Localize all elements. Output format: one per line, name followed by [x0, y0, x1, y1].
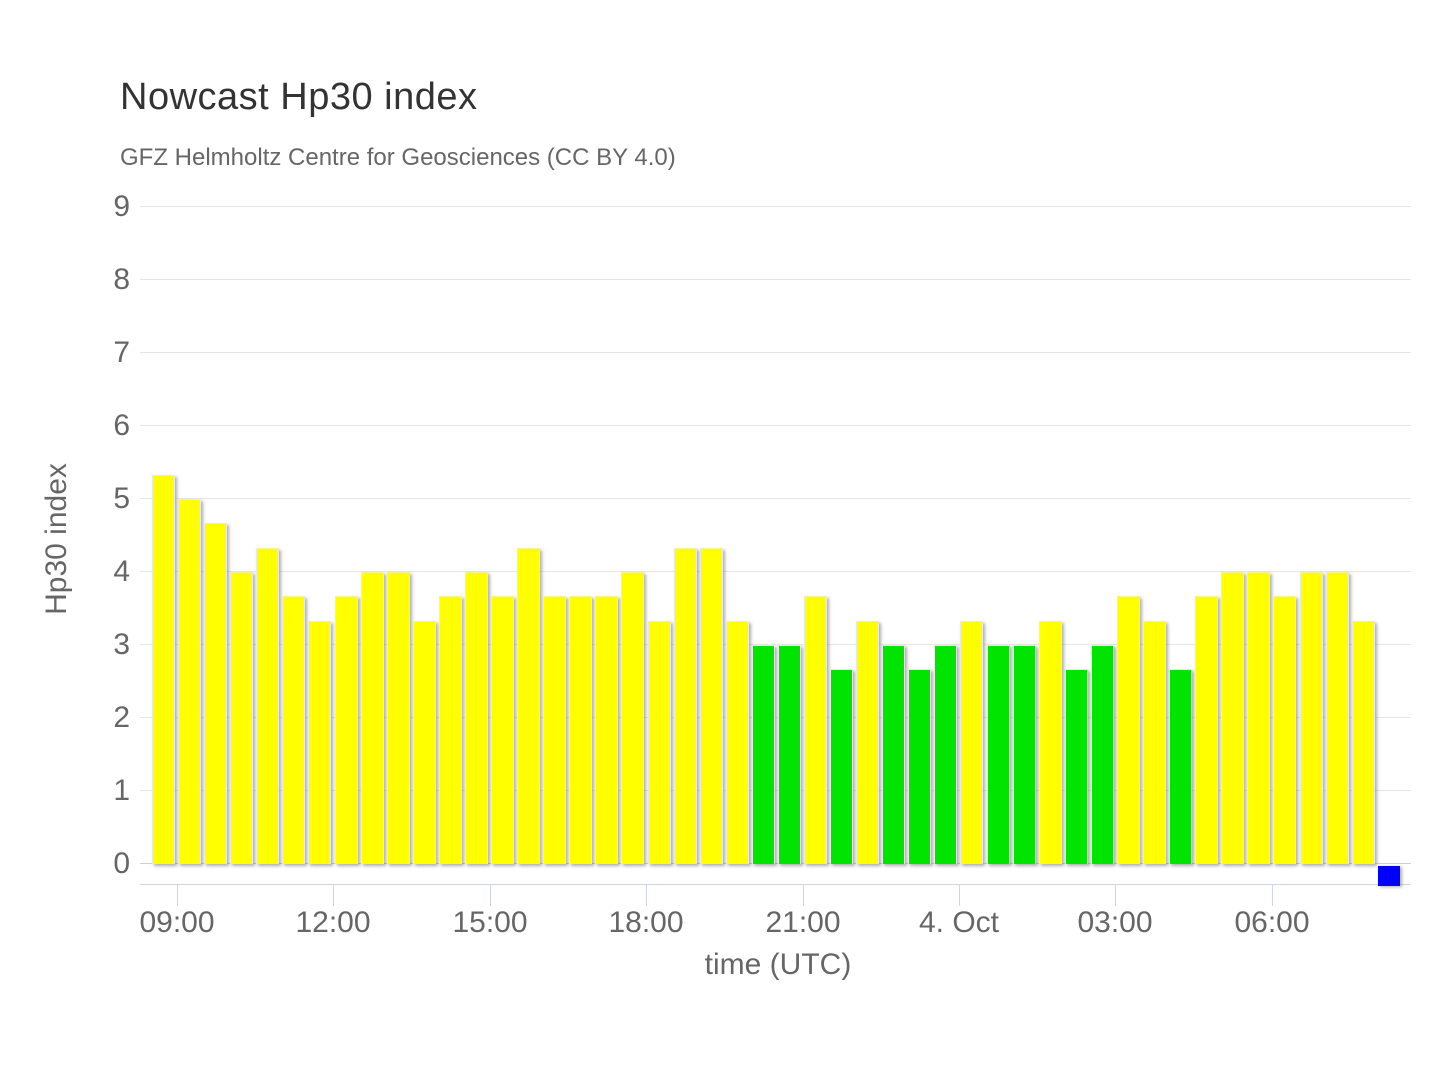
gridline-y4 — [140, 571, 1411, 572]
hp30-bar[interactable] — [856, 621, 880, 864]
hp30-bar[interactable] — [152, 475, 175, 864]
chart-subtitle: GFZ Helmholtz Centre for Geosciences (CC… — [120, 144, 676, 171]
x-axis-tick — [177, 885, 178, 906]
hp30-bar[interactable] — [1247, 572, 1271, 864]
y-axis-tick-label: 5 — [113, 482, 130, 515]
hp30-bar[interactable] — [1299, 572, 1323, 864]
y-axis-tick-label: 0 — [113, 847, 130, 880]
hp30-bar[interactable] — [804, 596, 827, 864]
hp30-bar[interactable] — [960, 621, 984, 864]
hp30-bar[interactable] — [621, 572, 645, 864]
hp30-bar[interactable] — [934, 645, 958, 864]
hp30-bar[interactable] — [699, 548, 723, 864]
hp30-bar[interactable] — [1273, 596, 1297, 864]
y-axis-tick-label: 2 — [113, 701, 130, 734]
plot-area — [140, 206, 1411, 864]
x-axis-tick-label: 21:00 — [765, 906, 841, 939]
gridline-y8 — [140, 279, 1411, 280]
y-axis-tick-label: 1 — [113, 774, 130, 807]
y-axis-tick-label: 6 — [113, 409, 130, 442]
hp30-bar[interactable] — [517, 548, 541, 864]
hp30-bar[interactable] — [438, 596, 462, 864]
x-axis-tick — [646, 885, 647, 906]
hp30-bar[interactable] — [491, 596, 515, 864]
hp30-bar[interactable] — [360, 572, 384, 864]
x-axis-tick-label: 15:00 — [452, 906, 528, 939]
latest-nowcast-marker[interactable] — [1377, 866, 1400, 886]
gridline-y7 — [140, 352, 1411, 353]
x-axis-tick — [1115, 885, 1116, 906]
hp30-bar[interactable] — [1143, 621, 1167, 864]
hp30-bar[interactable] — [1169, 669, 1193, 864]
hp30-bar[interactable] — [1351, 621, 1375, 864]
y-axis-tick-label: 3 — [113, 628, 130, 661]
hp30-bar[interactable] — [464, 572, 488, 864]
hp30-bar[interactable] — [830, 669, 854, 864]
x-axis-tick-label: 06:00 — [1234, 906, 1310, 939]
gridline-y6 — [140, 425, 1411, 426]
hp30-bar[interactable] — [308, 621, 332, 864]
x-axis-tick-label: 12:00 — [295, 906, 371, 939]
hp30-bar[interactable] — [751, 645, 775, 864]
hp30-bar[interactable] — [178, 499, 202, 864]
y-axis-tick-label: 7 — [113, 336, 130, 369]
x-axis-tick-label: 18:00 — [608, 906, 684, 939]
hp30-bar[interactable] — [543, 596, 567, 864]
hp30-bar[interactable] — [1325, 572, 1349, 864]
hp30-bar[interactable] — [595, 596, 619, 864]
gridline-y0 — [140, 863, 1411, 864]
hp30-bar[interactable] — [1064, 669, 1088, 864]
hp30-bar[interactable] — [282, 596, 306, 864]
x-axis-tick — [803, 885, 804, 906]
x-axis-tick — [959, 885, 960, 906]
hp30-bar[interactable] — [256, 548, 280, 864]
hp30-bar[interactable] — [1012, 645, 1036, 864]
y-axis-tick-label: 4 — [113, 555, 130, 588]
hp30-bar[interactable] — [1116, 596, 1140, 864]
x-axis-tick-label: 09:00 — [139, 906, 215, 939]
chart-title: Nowcast Hp30 index — [120, 76, 478, 118]
hp30-bar[interactable] — [1038, 621, 1062, 864]
hp30-bar[interactable] — [412, 621, 436, 864]
y-axis-tick-label: 9 — [113, 190, 130, 223]
hp30-bar[interactable] — [673, 548, 697, 864]
gridline-y9 — [140, 206, 1411, 207]
gridline-y1 — [140, 790, 1411, 791]
hp30-bar[interactable] — [569, 596, 593, 864]
x-axis-tick — [1272, 885, 1273, 906]
hp30-bar[interactable] — [908, 669, 932, 864]
hp30-bar[interactable] — [725, 621, 749, 864]
x-axis-tick-label: 4. Oct — [918, 906, 1000, 939]
hp30-bar[interactable] — [1221, 572, 1245, 864]
gridline-y2 — [140, 717, 1411, 718]
x-axis-tick-label: 03:00 — [1077, 906, 1153, 939]
hp30-bar[interactable] — [1090, 645, 1114, 864]
hp30-bar[interactable] — [882, 645, 906, 864]
x-axis-line — [140, 884, 1411, 885]
x-axis-tick — [490, 885, 491, 906]
hp30-bar[interactable] — [386, 572, 410, 864]
hp30-bar[interactable] — [777, 645, 801, 864]
hp30-bar[interactable] — [334, 596, 358, 864]
hp30-bar[interactable] — [204, 523, 228, 864]
x-axis-tick — [333, 885, 334, 906]
x-axis-title: time (UTC) — [704, 948, 852, 981]
gridline-y5 — [140, 498, 1411, 499]
hp30-bar[interactable] — [1195, 596, 1219, 864]
gridline-y3 — [140, 644, 1411, 645]
hp30-bar[interactable] — [647, 621, 671, 864]
hp30-bar[interactable] — [230, 572, 254, 864]
y-axis-tick-label: 8 — [113, 263, 130, 296]
hp30-bar[interactable] — [986, 645, 1010, 864]
